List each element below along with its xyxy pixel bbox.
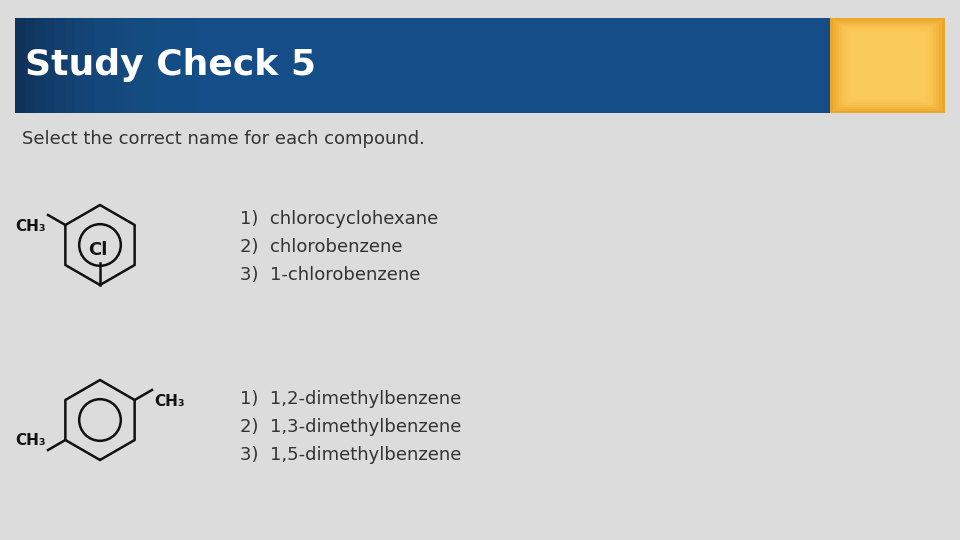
Text: 1)  1,2-dimethylbenzene: 1) 1,2-dimethylbenzene [240, 390, 461, 408]
FancyBboxPatch shape [55, 18, 945, 113]
Text: 3)  1,5-dimethylbenzene: 3) 1,5-dimethylbenzene [240, 446, 462, 464]
FancyBboxPatch shape [848, 30, 927, 101]
FancyBboxPatch shape [85, 18, 945, 113]
FancyBboxPatch shape [15, 18, 945, 113]
Text: Study Check 5: Study Check 5 [25, 48, 316, 82]
FancyBboxPatch shape [860, 38, 915, 93]
Text: CH₃: CH₃ [15, 433, 46, 448]
FancyBboxPatch shape [35, 18, 945, 113]
FancyBboxPatch shape [830, 18, 945, 113]
FancyBboxPatch shape [839, 24, 936, 107]
Text: 1)  chlorocyclohexane: 1) chlorocyclohexane [240, 210, 439, 228]
FancyBboxPatch shape [65, 18, 945, 113]
Polygon shape [65, 380, 134, 460]
Text: 2)  chlorobenzene: 2) chlorobenzene [240, 238, 402, 256]
FancyBboxPatch shape [25, 18, 945, 113]
FancyBboxPatch shape [854, 34, 921, 97]
FancyBboxPatch shape [866, 42, 909, 89]
FancyBboxPatch shape [833, 20, 942, 111]
FancyBboxPatch shape [155, 18, 945, 113]
FancyBboxPatch shape [869, 44, 906, 87]
FancyBboxPatch shape [125, 18, 945, 113]
Text: CH₃: CH₃ [154, 394, 184, 409]
FancyBboxPatch shape [830, 18, 945, 113]
FancyBboxPatch shape [165, 18, 945, 113]
FancyBboxPatch shape [836, 22, 939, 109]
FancyBboxPatch shape [845, 28, 930, 103]
FancyBboxPatch shape [15, 18, 945, 113]
FancyBboxPatch shape [135, 18, 945, 113]
Text: 2)  1,3-dimethylbenzene: 2) 1,3-dimethylbenzene [240, 418, 462, 436]
FancyBboxPatch shape [842, 26, 933, 105]
FancyBboxPatch shape [45, 18, 945, 113]
FancyBboxPatch shape [105, 18, 945, 113]
Polygon shape [65, 205, 134, 285]
Text: CH₃: CH₃ [15, 219, 46, 234]
FancyBboxPatch shape [863, 40, 912, 91]
Text: Cl: Cl [88, 241, 108, 259]
FancyBboxPatch shape [95, 18, 945, 113]
Text: 3)  1-chlorobenzene: 3) 1-chlorobenzene [240, 266, 420, 284]
FancyBboxPatch shape [851, 32, 924, 99]
FancyBboxPatch shape [145, 18, 945, 113]
Text: Select the correct name for each compound.: Select the correct name for each compoun… [22, 130, 425, 148]
FancyBboxPatch shape [115, 18, 945, 113]
FancyBboxPatch shape [75, 18, 945, 113]
FancyBboxPatch shape [857, 36, 918, 95]
